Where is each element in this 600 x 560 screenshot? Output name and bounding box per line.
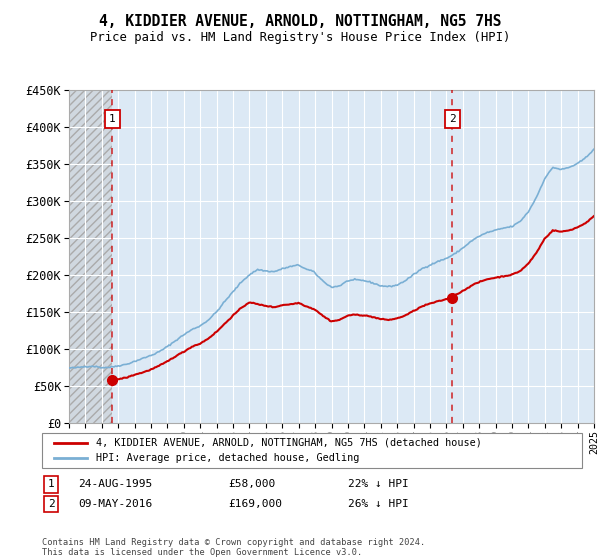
- Text: HPI: Average price, detached house, Gedling: HPI: Average price, detached house, Gedl…: [96, 453, 359, 463]
- Text: 26% ↓ HPI: 26% ↓ HPI: [348, 499, 409, 509]
- Text: 2: 2: [47, 499, 55, 509]
- Text: 4, KIDDIER AVENUE, ARNOLD, NOTTINGHAM, NG5 7HS: 4, KIDDIER AVENUE, ARNOLD, NOTTINGHAM, N…: [99, 14, 501, 29]
- Text: Price paid vs. HM Land Registry's House Price Index (HPI): Price paid vs. HM Land Registry's House …: [90, 31, 510, 44]
- Text: 1: 1: [47, 479, 55, 489]
- Text: 4, KIDDIER AVENUE, ARNOLD, NOTTINGHAM, NG5 7HS (detached house): 4, KIDDIER AVENUE, ARNOLD, NOTTINGHAM, N…: [96, 437, 482, 447]
- Text: 2: 2: [449, 114, 455, 124]
- Text: 1: 1: [109, 114, 116, 124]
- Text: 24-AUG-1995: 24-AUG-1995: [78, 479, 152, 489]
- Text: £169,000: £169,000: [228, 499, 282, 509]
- Text: Contains HM Land Registry data © Crown copyright and database right 2024.
This d: Contains HM Land Registry data © Crown c…: [42, 538, 425, 557]
- Text: 09-MAY-2016: 09-MAY-2016: [78, 499, 152, 509]
- Text: £58,000: £58,000: [228, 479, 275, 489]
- Bar: [69, 90, 112, 423]
- Text: 22% ↓ HPI: 22% ↓ HPI: [348, 479, 409, 489]
